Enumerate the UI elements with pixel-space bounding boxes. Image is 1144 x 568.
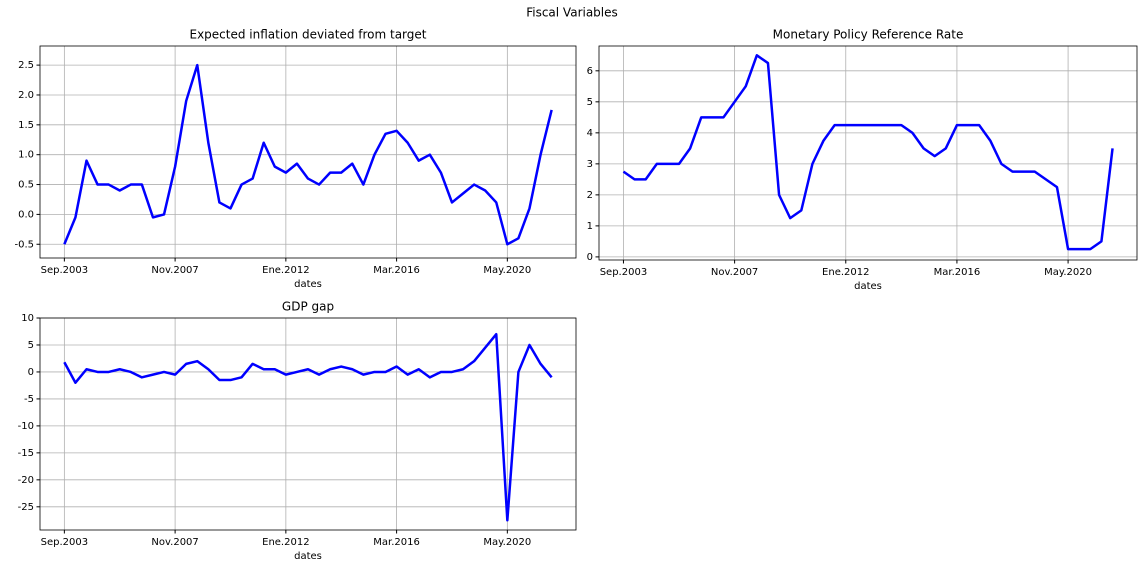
y-tick-label: 0.5 [18, 180, 34, 191]
x-tick-label: May.2020 [483, 537, 531, 548]
plot-frame [39, 317, 577, 531]
y-tick-label: 0 [587, 252, 593, 263]
y-tick-label: 2.0 [18, 90, 34, 101]
plot-frame [598, 45, 1138, 261]
y-tick-label: 0.0 [18, 209, 34, 220]
y-tick-label: 5 [587, 97, 593, 108]
y-tick-label: -5 [24, 394, 34, 405]
y-tick-label: 4 [587, 128, 593, 139]
x-tick-label: Ene.2012 [262, 537, 309, 548]
line [63, 332, 553, 522]
line [63, 63, 553, 246]
y-tick-label: -0.5 [14, 239, 34, 250]
y-tick-label: 1 [587, 221, 593, 232]
x-tick-label: Ene.2012 [262, 265, 309, 276]
x-tick-label: Mar.2016 [373, 537, 420, 548]
x-tick-label: Sep.2003 [600, 267, 647, 278]
x-tick-label: Mar.2016 [934, 267, 981, 278]
subplot-title: Expected inflation deviated from target [190, 28, 427, 42]
y-tick-label: -15 [18, 448, 34, 459]
x-tick-label: Nov.2007 [151, 537, 198, 548]
x-axis-label: dates [294, 551, 322, 562]
y-tick-label: -20 [18, 475, 34, 486]
subplot-title: GDP gap [282, 300, 334, 314]
x-tick-label: Ene.2012 [822, 267, 869, 278]
x-tick-label: May.2020 [483, 265, 531, 276]
y-tick-label: 5 [28, 340, 34, 351]
x-tick-label: May.2020 [1044, 267, 1092, 278]
y-tick-label: 2.5 [18, 60, 34, 71]
x-tick-label: Mar.2016 [373, 265, 420, 276]
y-tick-label: 1.0 [18, 150, 34, 161]
subplot-title: Monetary Policy Reference Rate [773, 28, 964, 42]
x-tick-label: Sep.2003 [41, 537, 88, 548]
y-tick-label: 3 [587, 159, 593, 170]
x-tick-label: Nov.2007 [711, 267, 758, 278]
y-tick-label: 6 [587, 66, 593, 77]
y-tick-label: 1.5 [18, 120, 34, 131]
y-tick-label: 10 [21, 313, 34, 324]
figure-title: Fiscal Variables [526, 6, 618, 20]
x-tick-label: Nov.2007 [151, 265, 198, 276]
x-tick-label: Sep.2003 [41, 265, 88, 276]
x-axis-label: dates [854, 281, 882, 292]
y-tick-label: 2 [587, 190, 593, 201]
plot-frame [39, 45, 577, 259]
y-tick-label: -10 [18, 421, 34, 432]
line [622, 54, 1114, 251]
y-tick-label: -25 [18, 502, 34, 513]
y-tick-label: 0 [28, 367, 34, 378]
x-axis-label: dates [294, 279, 322, 290]
